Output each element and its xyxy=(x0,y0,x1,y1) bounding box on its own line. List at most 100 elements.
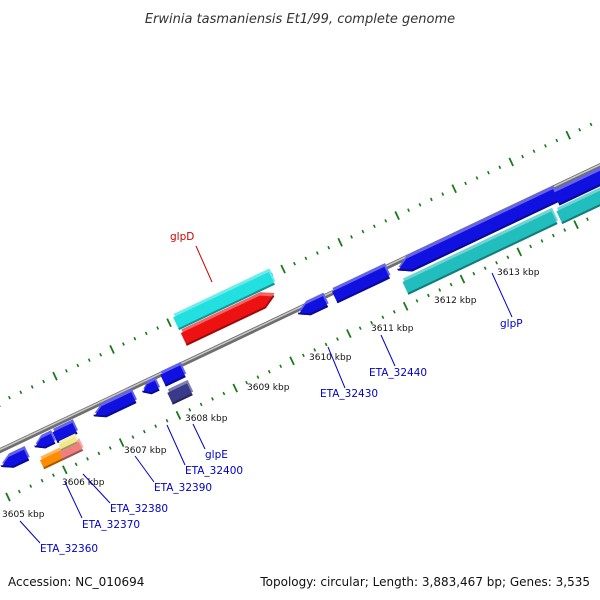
feature-right-blue-body xyxy=(553,170,600,206)
tick-mark-inner xyxy=(175,410,182,420)
tick-mark-outer xyxy=(372,224,376,229)
feature-eta-32360-orange xyxy=(39,447,65,470)
tick-mark-outer xyxy=(350,235,353,239)
scale-label: 3613 kbp xyxy=(497,268,540,278)
tick-mark-inner xyxy=(40,478,44,483)
tick-mark-outer xyxy=(65,369,68,373)
feature-eta-32400a xyxy=(141,377,161,395)
tick-mark-inner xyxy=(586,217,589,221)
feature-eta-32390-body xyxy=(94,392,137,418)
tick-mark-outer xyxy=(337,237,343,247)
feature-eta-32400b xyxy=(160,361,187,387)
tick-mark-outer xyxy=(52,371,58,381)
feature-eta-32370a xyxy=(34,430,56,449)
topology-label: Topology: circular; Length: 3,883,467 bp… xyxy=(259,575,590,589)
gene-labels: ETA_32360 ETA_32370 ETA_32380 ETA_32390 ETA_… xyxy=(19,231,523,555)
tick-mark-inner xyxy=(529,244,533,249)
tick-mark-inner xyxy=(74,462,78,467)
tick-mark-outer xyxy=(486,170,490,175)
leader-line-glpp xyxy=(491,272,513,318)
tick-mark-inner xyxy=(551,233,555,238)
tick-mark-inner xyxy=(199,402,203,407)
tick-mark-inner xyxy=(495,260,498,265)
feature-glpD xyxy=(180,292,275,346)
feature-eta-32380-yellow-body xyxy=(58,436,78,452)
tick-mark-outer xyxy=(156,326,160,330)
leader-line-eta-32390 xyxy=(134,455,155,483)
feature-glpD-body xyxy=(180,295,275,346)
leader-line-eta-32370 xyxy=(64,481,83,519)
tick-mark-inner xyxy=(346,329,352,339)
feature-glpE xyxy=(167,379,194,405)
feature-eta-32380-pink-shadow xyxy=(62,448,84,461)
tick-mark-inner xyxy=(426,293,430,298)
tick-mark-inner xyxy=(142,429,146,434)
tick-mark-outer xyxy=(407,208,410,212)
feature-glpP-teal-shadow xyxy=(407,222,558,295)
gene-label-eta-32390: ETA_32390 xyxy=(154,482,212,494)
tick-mark-outer xyxy=(280,264,286,274)
tick-mark-outer xyxy=(8,395,11,400)
scale-label: 3610 kbp xyxy=(309,353,352,363)
tick-mark-outer xyxy=(418,203,422,207)
tick-mark-inner xyxy=(472,271,476,276)
feature-eta-32380-yellow xyxy=(58,433,79,452)
leader-line-eta-32380 xyxy=(82,473,111,504)
feature-eta-32380-yellow-shadow xyxy=(60,441,78,452)
tick-mark-inner xyxy=(563,228,567,232)
tick-mark-outer xyxy=(555,138,559,143)
tick-mark-outer xyxy=(109,344,115,354)
feature-eta-32390-shadow xyxy=(93,401,137,418)
gene-label-eta-32360: ETA_32360 xyxy=(40,543,98,555)
feature-eta-32370a-shadow xyxy=(34,441,56,449)
feature-eta-32360-orange-shadow xyxy=(43,457,65,470)
feature-glpD-cyan xyxy=(173,268,276,331)
feature-eta-32370b-body xyxy=(52,422,78,444)
leader-line-eta-32400 xyxy=(166,424,186,466)
tick-mark-inner xyxy=(5,492,11,502)
tick-mark-inner xyxy=(256,375,260,379)
tick-mark-inner xyxy=(222,391,226,396)
tick-mark-inner xyxy=(301,353,305,358)
tick-mark-inner xyxy=(313,348,317,352)
gene-label-eta-32400: ETA_32400 xyxy=(185,465,243,477)
feature-glpE-body xyxy=(167,383,193,405)
tick-mark-outer xyxy=(293,261,296,266)
leader-line-eta-32440 xyxy=(380,334,396,367)
tick-mark-inner xyxy=(52,473,55,477)
feature-eta-32400b-body xyxy=(160,365,186,387)
tick-mark-inner xyxy=(29,484,33,488)
scale-label: 3609 kbp xyxy=(247,383,290,393)
gene-features xyxy=(0,166,600,470)
gene-label-eta-32380: ETA_32380 xyxy=(110,503,168,515)
tick-mark-inner xyxy=(381,315,385,320)
feature-glpP xyxy=(397,185,560,272)
tick-mark-inner xyxy=(86,457,89,461)
tick-mark-inner xyxy=(17,489,21,494)
feature-glpP-body xyxy=(397,189,560,272)
feature-right-teal-body xyxy=(556,189,600,225)
tick-mark-inner xyxy=(267,369,271,374)
tick-mark-outer xyxy=(578,128,582,132)
scale-label: 3611 kbp xyxy=(371,324,414,334)
tick-mark-inner xyxy=(279,364,283,369)
feature-right-blue xyxy=(553,166,600,206)
feature-right-teal-shadow xyxy=(561,200,600,225)
feature-eta-32440-shadow xyxy=(336,276,390,304)
tick-mark-inner xyxy=(459,274,466,284)
tick-mark-outer xyxy=(451,184,457,194)
leader-line-glpe xyxy=(192,423,206,450)
feature-glpD-shadow xyxy=(185,294,275,346)
feature-eta-32360-shadow xyxy=(0,458,30,468)
gene-label-eta-32440: ETA_32440 xyxy=(369,367,427,379)
feature-eta-32430-shadow xyxy=(297,305,329,316)
tick-mark-inner xyxy=(62,465,68,475)
tick-mark-inner xyxy=(540,239,544,243)
feature-eta-32440-body xyxy=(332,266,390,304)
tick-mark-inner xyxy=(573,220,579,230)
gene-label-eta-32430: ETA_32430 xyxy=(320,388,378,400)
feature-glpD-cyan-body xyxy=(173,271,275,331)
tick-mark-inner xyxy=(245,380,249,385)
tick-mark-outer xyxy=(42,379,46,384)
tick-mark-inner xyxy=(108,446,112,450)
